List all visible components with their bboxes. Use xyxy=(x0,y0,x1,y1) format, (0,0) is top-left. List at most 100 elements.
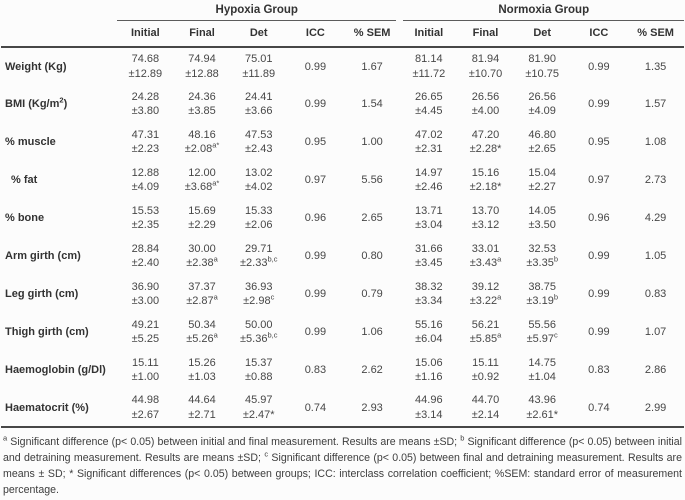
measurement-cell: 46.80 ±2.65 xyxy=(514,123,571,161)
sd-value: ±2.71 xyxy=(188,408,216,421)
table-row: Leg girth (cm) 36.90 ±3.00 37.37 ±2.87a 36.93… xyxy=(1,275,684,313)
mean-value: 47.20 xyxy=(471,128,500,141)
mean-value: 38.32 xyxy=(415,280,443,293)
stat-value-cell: 0.96 xyxy=(304,212,327,224)
mean-value: 46.80 xyxy=(528,128,556,141)
measurement-cell: 15.37 ±0.88 xyxy=(230,351,287,389)
mean-value: 15.26 xyxy=(188,356,216,369)
measurement-cell: 15.69 ±2.29 xyxy=(174,199,231,237)
column-header: % SEM xyxy=(627,21,684,48)
sd-value: ±5.97c xyxy=(526,330,558,345)
measurement-cell: 47.53 ±2.43 xyxy=(230,123,287,161)
measurement-cell: 81.14 ±11.72 xyxy=(400,47,457,85)
measurement-cell: 47.20 ±2.28* xyxy=(457,123,514,161)
stat-value-cell: 1.67 xyxy=(361,60,383,73)
significance-superscript: a* xyxy=(212,140,220,150)
column-header: Det xyxy=(513,21,571,48)
sd-value: ±2.28* xyxy=(469,143,502,155)
stat-value-cell: 2.86 xyxy=(644,364,667,376)
significance-superscript: b xyxy=(553,254,558,264)
stat-value-cell: 2.99 xyxy=(644,401,667,414)
significance-superscript: a xyxy=(497,330,502,340)
measurement-cell: 24.28 ±3.80 xyxy=(117,85,174,123)
significance-superscript: c xyxy=(554,330,558,340)
stat-value-cell: 1.00 xyxy=(361,136,383,148)
significance-superscript: b,c xyxy=(267,254,278,264)
mean-value: 29.71 xyxy=(244,242,273,255)
sd-value: ±3.45 xyxy=(415,257,443,269)
sd-value: ±2.67 xyxy=(131,408,160,421)
sd-value: ±3.04 xyxy=(415,219,443,231)
stat-value-cell: 2.73 xyxy=(644,174,667,186)
table-row: Arm girth (cm) 28.84 ±2.40 30.00 ±2.38a 29.71… xyxy=(1,237,684,275)
mean-value: 49.21 xyxy=(131,318,160,331)
table-row: % muscle 47.31 ±2.23 48.16 ±2.08a* 47.53 ±2.43… xyxy=(1,123,684,161)
stat-value-cell: 0.99 xyxy=(304,288,327,300)
sd-value: ±0.92 xyxy=(471,371,500,383)
mean-value: 56.21 xyxy=(471,318,500,331)
measurement-cell: 30.00 ±2.38a xyxy=(174,237,231,275)
sd-value: ±6.04 xyxy=(415,333,443,345)
sd-value: ±3.14 xyxy=(415,408,443,421)
stat-value-cell: 0.99 xyxy=(588,288,610,300)
table-row: % fat 12.88 ±4.09 12.00 ±3.68a* 13.02 ±4.02 0.9… xyxy=(1,161,684,199)
significance-superscript: b,c xyxy=(267,330,278,340)
row-label: Haematocrit (%) xyxy=(5,401,89,414)
stat-value-cell: 0.97 xyxy=(304,174,327,186)
footnote-marker: b xyxy=(460,433,465,443)
mean-value: 15.11 xyxy=(131,356,159,369)
sd-value: ±4.09 xyxy=(131,181,160,193)
sd-value: ±3.68a* xyxy=(184,178,220,193)
column-header-row: Initial Final Det ICC% SEM Initial Final Det IC… xyxy=(1,21,684,48)
mean-value: 47.31 xyxy=(131,128,160,141)
sd-value: ±2.06 xyxy=(244,219,273,231)
column-header: Final xyxy=(457,21,514,48)
measurement-cell: 37.37 ±2.87a xyxy=(174,275,231,313)
measurement-cell: 44.64 ±2.71 xyxy=(174,389,231,427)
measurement-cell: 38.75 ±3.19b xyxy=(514,275,571,313)
mean-value: 15.04 xyxy=(528,166,556,179)
mean-value: 30.00 xyxy=(188,242,216,255)
measurement-cell: 50.34 ±5.26a xyxy=(174,313,231,351)
measurement-cell: 12.00 ±3.68a* xyxy=(174,161,231,199)
sd-value: ±3.80 xyxy=(131,105,160,117)
stat-value-cell: 2.93 xyxy=(361,401,383,414)
footnote-marker: c xyxy=(264,449,269,459)
measurement-cell: 36.93 ±2.98c xyxy=(230,275,287,313)
table-row: % bone 15.53 ±2.35 15.69 ±2.29 15.33 ±2.06 0.96… xyxy=(1,199,684,237)
sd-value: ±12.89 xyxy=(128,67,163,80)
measurement-cell: 15.11 ±0.92 xyxy=(457,351,514,389)
mean-value: 45.97 xyxy=(244,394,273,407)
stub-header xyxy=(1,3,117,21)
sd-value: ±5.36b,c xyxy=(239,330,278,345)
mean-value: 81.94 xyxy=(471,53,500,66)
row-label: Leg girth (cm) xyxy=(5,288,79,300)
significance-superscript: a xyxy=(497,292,502,302)
mean-value: 44.96 xyxy=(415,394,443,407)
sd-value: ±5.25 xyxy=(131,333,160,345)
stat-value-cell: 0.95 xyxy=(588,136,610,148)
row-label-superscript: 2 xyxy=(59,95,64,105)
sd-value: ±5.85a xyxy=(469,330,502,345)
significance-superscript: a* xyxy=(212,178,220,188)
sd-value: ±3.50 xyxy=(528,219,556,231)
table-row: Haemoglobin (g/Dl) 15.11 ±1.00 15.26 ±1.03 15… xyxy=(1,351,684,389)
measurement-cell: 50.00 ±5.36b,c xyxy=(230,313,287,351)
mean-value: 55.56 xyxy=(528,318,556,331)
column-header: ICC xyxy=(570,21,628,48)
stat-value-cell: 1.07 xyxy=(644,326,667,338)
row-label: % muscle xyxy=(5,136,56,148)
measurement-cell: 15.26 ±1.03 xyxy=(174,351,231,389)
measurement-cell: 47.02 ±2.31 xyxy=(400,123,457,161)
mean-value: 81.14 xyxy=(415,53,443,66)
mean-value: 39.12 xyxy=(471,280,500,293)
measurement-cell: 44.96 ±3.14 xyxy=(400,389,457,427)
measurement-cell: 14.97 ±2.46 xyxy=(400,161,457,199)
sd-value: ±1.00 xyxy=(131,371,160,383)
measurement-cell: 81.94 ±10.70 xyxy=(457,47,514,85)
sd-value: ±2.27 xyxy=(528,181,556,193)
mean-value: 36.90 xyxy=(131,280,160,293)
measurement-cell: 15.53 ±2.35 xyxy=(117,199,174,237)
column-header: Final xyxy=(173,21,231,48)
